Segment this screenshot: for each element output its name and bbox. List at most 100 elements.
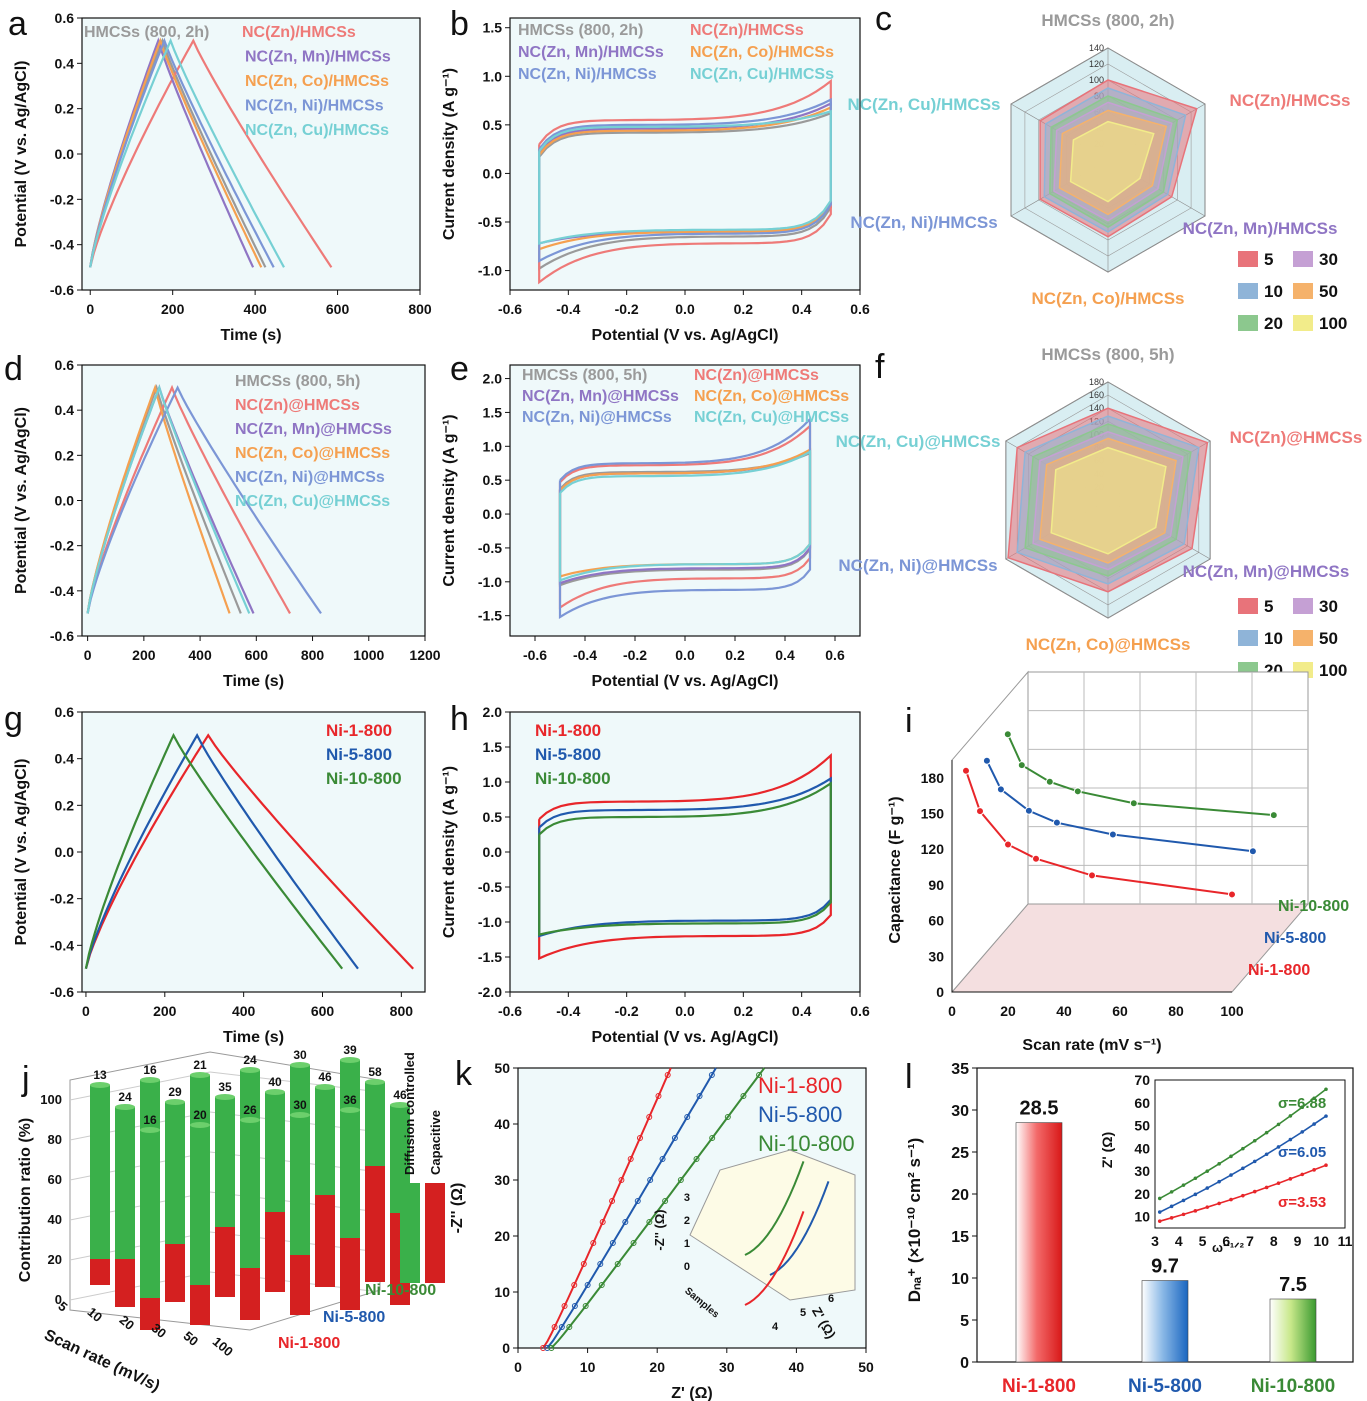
inset-y-label: -Z'' (Ω) [652, 1209, 667, 1250]
series-loop-2 [538, 78, 832, 285]
legend-entry-4: NC(Zn, Co)/HMCSs [245, 73, 389, 90]
bar-cap-top [290, 1062, 310, 1068]
data-label: 20 [193, 1108, 207, 1122]
data-label: 26 [243, 1103, 257, 1117]
data-point [571, 1303, 578, 1309]
series-label-1: Ni-1-800 [278, 1335, 340, 1352]
data-point [614, 1261, 621, 1267]
series-loop-1 [538, 752, 832, 961]
legend-entry-6: NC(Zn, Cu)/HMCSs [690, 66, 834, 83]
inset-x-tick: 10 [1313, 1233, 1329, 1249]
y-tick-label: 0.6 [55, 357, 75, 373]
radar-axis-label-3: NC(Zn, Mn)/HMCSs [1183, 219, 1338, 238]
legend-entry-1: HMCSs (800, 5h) [522, 367, 647, 384]
legend-entry-2: Ni-5-800 [758, 1102, 842, 1127]
x-tick-label: 600 [326, 301, 350, 317]
y-tick-label: 0.5 [483, 472, 503, 488]
legend-entry-6: NC(Zn, Cu)@HMCSs [694, 409, 849, 426]
y-tick-label: -1.5 [478, 608, 502, 624]
y-tick-label: 0.2 [55, 447, 75, 463]
radar-axis-label-4: NC(Zn, Co)@HMCSs [1026, 635, 1191, 654]
bar-capacitive [140, 1298, 160, 1330]
legend-swatch-diffusion [400, 1183, 420, 1283]
data-label: 16 [143, 1113, 157, 1127]
y-tick-label: 0.4 [55, 402, 75, 418]
x-tick-label: 50 [181, 1328, 202, 1349]
x-tick-label: 100 [210, 1334, 236, 1359]
inset-point [1288, 1114, 1293, 1118]
y-tick-label: 20 [951, 1187, 969, 1204]
series-line-2 [89, 38, 333, 268]
panel-letter-e: e [450, 350, 469, 388]
legend-entry-5: NC(Zn, Ni)@HMCSs [522, 409, 672, 426]
data-label: 24 [118, 1090, 132, 1104]
data-point [1088, 871, 1096, 880]
y-tick-label: 0.0 [55, 493, 75, 509]
x-tick-label: 0.2 [734, 1003, 754, 1019]
plot-area-e [509, 364, 861, 637]
legend-entry: 5 [1264, 597, 1273, 616]
y-tick-label: 0.4 [55, 55, 75, 71]
y-tick-label: -0.6 [50, 282, 74, 298]
inset-y-tick: 10 [1134, 1209, 1150, 1225]
y-tick-label: 0.5 [483, 117, 503, 133]
panel-letter-g: g [4, 700, 23, 738]
bar-3 [1269, 1298, 1317, 1363]
panel-letter-f: f [875, 348, 885, 386]
legend-swatch [1238, 283, 1258, 299]
legend-swatch [1293, 598, 1313, 614]
inset-y-tick: 60 [1134, 1095, 1150, 1111]
legend-swatch [1238, 630, 1258, 646]
y-tick-label: 1.5 [483, 404, 503, 420]
x-tick-label: 800 [408, 301, 432, 317]
y-axis-label: Potential (V vs. Ag/AgCl) [13, 759, 30, 946]
x-tick-label: 0 [86, 301, 94, 317]
radar-tick-label: 180 [1089, 377, 1104, 387]
x-tick-label: 30 [719, 1359, 735, 1375]
inset-point [1193, 1176, 1198, 1181]
x-tick-label: 1200 [409, 647, 440, 663]
x-tick-label: 400 [243, 301, 267, 317]
legend-entry-3: NC(Zn, Mn)/HMCSs [245, 49, 391, 66]
radar-axis-label-2: NC(Zn)@HMCSs [1230, 428, 1363, 447]
radar-axis-label-5: NC(Zn, Ni)@HMCSs [838, 556, 997, 575]
data-point [609, 1240, 616, 1246]
data-point [1024, 806, 1033, 815]
y-axis-label: Dₙₐ⁺ (×10⁻¹⁰ cm² s⁻¹) [905, 1138, 924, 1303]
data-point [982, 756, 991, 765]
radar-tick-label: 160 [1089, 390, 1104, 400]
inset-point [1312, 1096, 1316, 1101]
data-label: 46 [393, 1088, 407, 1102]
inset-point [1276, 1145, 1281, 1149]
x-tick-label: -0.4 [556, 301, 580, 317]
radar-tick-label: 140 [1089, 403, 1104, 413]
y-tick-label: 60 [928, 913, 944, 929]
series-line-4 [86, 383, 231, 614]
data-label: 40 [268, 1075, 282, 1089]
y-tick-label: -0.4 [50, 237, 74, 253]
x-axis-label: Potential (V vs. Ag/AgCl) [592, 327, 779, 344]
x-tick-label: 20 [649, 1359, 665, 1375]
bar-cap-top [265, 1089, 285, 1095]
y-tick-label: 1.5 [483, 20, 503, 36]
y-tick-label: -0.4 [50, 583, 74, 599]
bar-capacitive [215, 1227, 235, 1297]
data-point [671, 1135, 678, 1141]
legend-entry-3: Ni-10-800 [326, 769, 402, 788]
inset-point [1312, 1122, 1316, 1126]
inset-point [1157, 1196, 1162, 1201]
series-line-2 [986, 760, 1254, 853]
y-tick-label: 60 [48, 1172, 62, 1187]
legend-entry-2: Ni-5-800 [535, 745, 601, 764]
y-tick-label: 0.0 [55, 146, 75, 162]
legend-entry-3: Ni-10-800 [758, 1131, 855, 1156]
x-tick-label: 800 [390, 1003, 414, 1019]
y-tick-label: 0.5 [483, 809, 503, 825]
bar-capacitive [340, 1238, 360, 1310]
series-label-3: Ni-10-800 [1278, 898, 1349, 915]
legend-entry: 5 [1264, 250, 1273, 269]
series-label-2: Ni-5-800 [1264, 930, 1326, 947]
inset-point [1169, 1190, 1174, 1194]
series-line-1 [965, 770, 1233, 896]
